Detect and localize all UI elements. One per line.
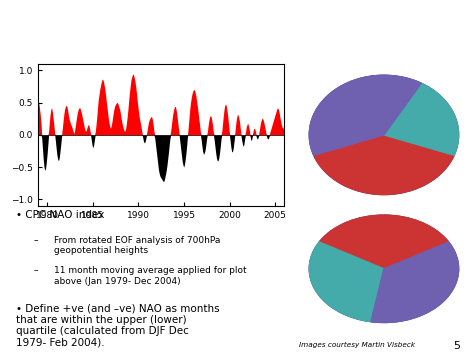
Wedge shape [310,75,421,155]
Text: Images courtesy Martin Visbeck: Images courtesy Martin Visbeck [299,342,415,348]
Wedge shape [310,242,384,322]
Wedge shape [371,242,458,322]
Text: From rotated EOF analysis of 700hPa
geopotential heights: From rotated EOF analysis of 700hPa geop… [54,236,220,255]
Text: 11 month moving average applied for plot
above (Jan 1979- Dec 2004): 11 month moving average applied for plot… [54,267,246,286]
Text: 5: 5 [453,342,460,351]
Text: The North Atlantic Oscillation: The North Atlantic Oscillation [88,15,386,33]
Circle shape [309,75,459,195]
Text: –: – [34,236,38,245]
Wedge shape [319,215,448,269]
Circle shape [309,215,459,322]
Text: −: − [299,207,311,223]
Wedge shape [384,83,458,155]
Text: –: – [34,267,38,275]
Text: • CPC NAO index: • CPC NAO index [16,210,105,220]
Text: +: + [299,65,311,80]
Text: • Define +ve (and –ve) NAO as months
that are within the upper (lower)
quartile : • Define +ve (and –ve) NAO as months tha… [16,303,220,348]
Wedge shape [314,135,454,195]
